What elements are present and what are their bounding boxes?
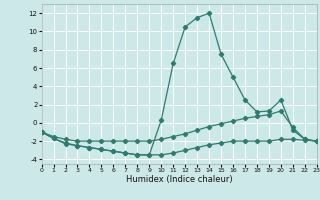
X-axis label: Humidex (Indice chaleur): Humidex (Indice chaleur) xyxy=(126,175,233,184)
